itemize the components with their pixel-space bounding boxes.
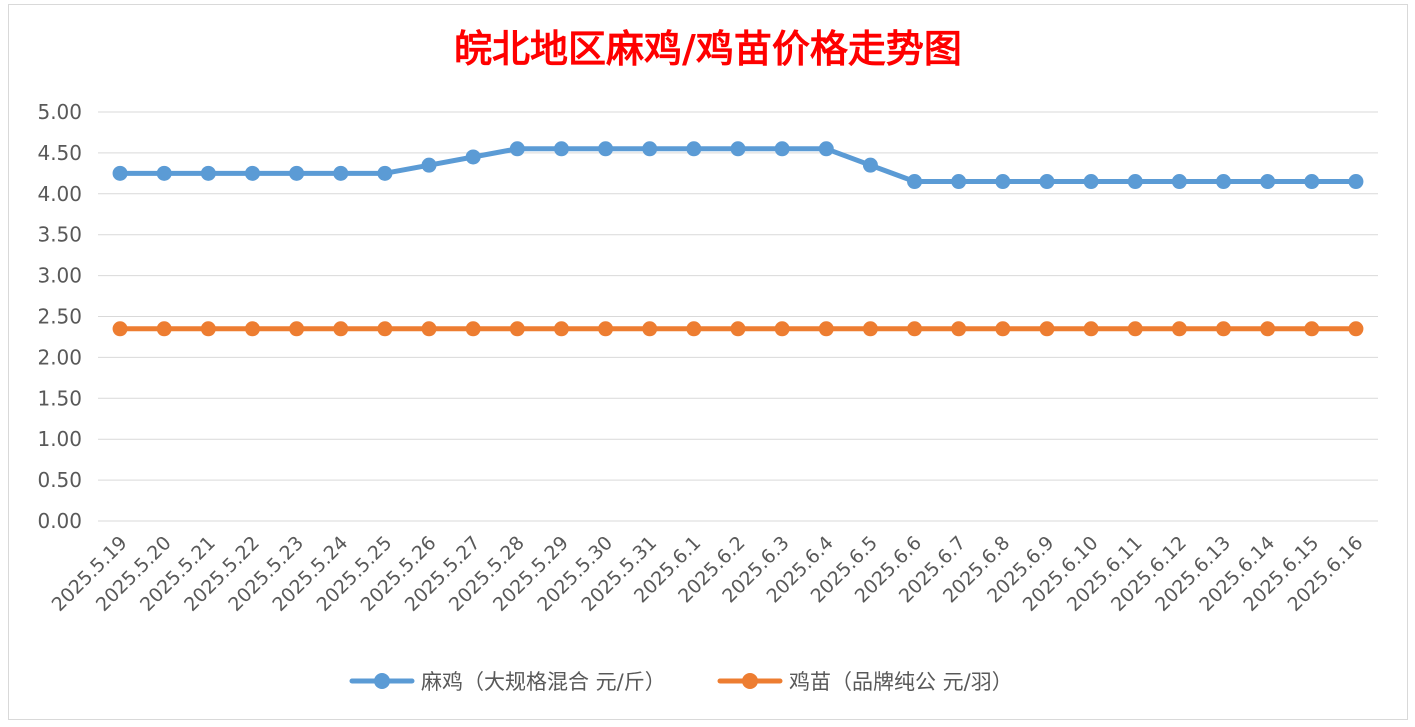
data-point[interactable] [598, 141, 614, 157]
chart-frame [8, 4, 1408, 720]
y-tick-label: 0.50 [37, 468, 82, 492]
data-point[interactable] [1260, 174, 1276, 190]
data-point[interactable] [995, 174, 1011, 190]
y-tick-label: 3.50 [37, 223, 82, 247]
data-point[interactable] [156, 165, 172, 181]
data-point[interactable] [642, 141, 658, 157]
data-point[interactable] [1127, 321, 1143, 337]
data-point[interactable] [1171, 321, 1187, 337]
data-point[interactable] [1304, 174, 1320, 190]
data-point[interactable] [730, 141, 746, 157]
data-point[interactable] [377, 321, 393, 337]
y-tick-label: 3.00 [37, 264, 82, 288]
data-point[interactable] [862, 321, 878, 337]
y-tick-label: 2.50 [37, 305, 82, 329]
data-point[interactable] [1171, 174, 1187, 190]
data-point[interactable] [907, 321, 923, 337]
data-point[interactable] [686, 141, 702, 157]
data-point[interactable] [907, 174, 923, 190]
series-1 [112, 141, 1364, 190]
data-point[interactable] [509, 141, 525, 157]
data-point[interactable] [112, 165, 128, 181]
data-point[interactable] [1348, 321, 1364, 337]
data-point[interactable] [862, 157, 878, 173]
data-point[interactable] [509, 321, 525, 337]
chart-title: 皖北地区麻鸡/鸡苗价格走势图 [454, 26, 962, 71]
series-2 [112, 321, 1364, 337]
data-point[interactable] [774, 321, 790, 337]
y-axis-ticks: 0.00 0.50 1.00 1.50 2.00 2.50 3.00 3.50 4.00 4.50… [37, 100, 82, 533]
y-tick-label: 2.00 [37, 345, 82, 369]
data-point[interactable] [1216, 174, 1232, 190]
data-point[interactable] [951, 321, 967, 337]
x-axis-ticks: 2025.5.192025.5.202025.5.212025.5.222025… [48, 532, 1368, 616]
data-point[interactable] [1216, 321, 1232, 337]
data-point[interactable] [421, 157, 437, 173]
data-point[interactable] [774, 141, 790, 157]
data-point[interactable] [156, 321, 172, 337]
data-point[interactable] [112, 321, 128, 337]
data-point[interactable] [951, 174, 967, 190]
data-point[interactable] [1260, 321, 1276, 337]
data-point[interactable] [818, 141, 834, 157]
data-point[interactable] [818, 321, 834, 337]
data-point[interactable] [1348, 174, 1364, 190]
y-tick-label: 1.50 [37, 386, 82, 410]
data-point[interactable] [465, 149, 481, 165]
data-point[interactable] [686, 321, 702, 337]
legend-label: 鸡苗（品牌纯公 元/羽） [789, 670, 1013, 694]
data-point[interactable] [244, 165, 260, 181]
series-layer [112, 141, 1364, 337]
legend-swatch-marker [742, 673, 758, 689]
data-point[interactable] [200, 165, 216, 181]
data-point[interactable] [377, 165, 393, 181]
data-point[interactable] [553, 321, 569, 337]
data-point[interactable] [598, 321, 614, 337]
legend: 麻鸡（大规格混合 元/斤） 鸡苗（品牌纯公 元/羽） [349, 670, 1013, 694]
data-point[interactable] [200, 321, 216, 337]
y-tick-label: 1.00 [37, 427, 82, 451]
data-point[interactable] [1127, 174, 1143, 190]
data-point[interactable] [1039, 321, 1055, 337]
data-point[interactable] [1039, 174, 1055, 190]
data-point[interactable] [421, 321, 437, 337]
data-point[interactable] [289, 321, 305, 337]
gridlines [98, 111, 1378, 522]
data-point[interactable] [730, 321, 746, 337]
legend-label: 麻鸡（大规格混合 元/斤） [421, 670, 666, 694]
data-point[interactable] [1083, 174, 1099, 190]
y-tick-label: 4.00 [37, 182, 82, 206]
data-point[interactable] [244, 321, 260, 337]
data-point[interactable] [333, 165, 349, 181]
data-point[interactable] [553, 141, 569, 157]
data-point[interactable] [465, 321, 481, 337]
data-point[interactable] [333, 321, 349, 337]
data-point[interactable] [1304, 321, 1320, 337]
data-point[interactable] [642, 321, 658, 337]
y-tick-label: 0.00 [37, 509, 82, 533]
y-tick-label: 4.50 [37, 141, 82, 165]
data-point[interactable] [289, 165, 305, 181]
data-point[interactable] [1083, 321, 1099, 337]
legend-item-series-2[interactable]: 鸡苗（品牌纯公 元/羽） [717, 670, 1013, 694]
y-tick-label: 5.00 [37, 100, 82, 124]
data-point[interactable] [995, 321, 1011, 337]
legend-item-series-1[interactable]: 麻鸡（大规格混合 元/斤） [349, 670, 666, 694]
legend-swatch-marker [374, 673, 390, 689]
